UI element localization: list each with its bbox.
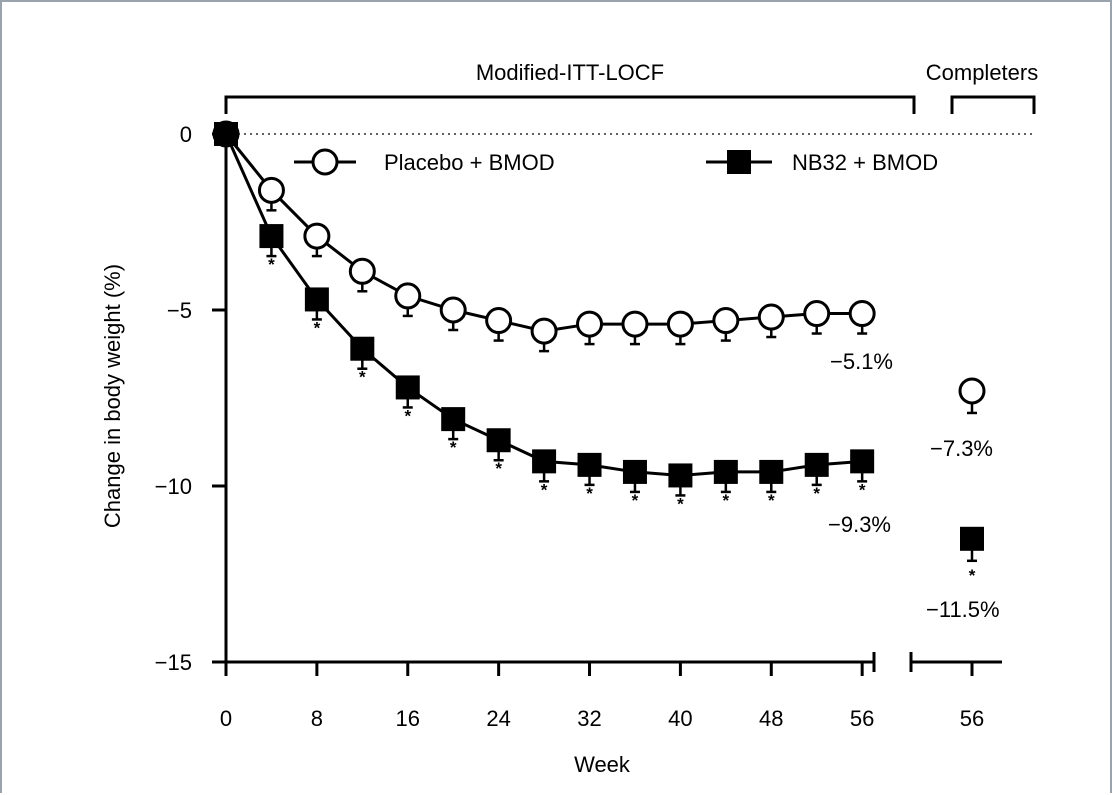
- placebo-point: [439, 296, 467, 324]
- significance-marker: *: [586, 484, 593, 503]
- placebo-point: [757, 303, 785, 331]
- nb32-point: [850, 449, 875, 474]
- nb32-point: [622, 459, 647, 484]
- x-tick-label: 48: [759, 706, 783, 731]
- x-axis-label: Week: [574, 752, 631, 777]
- y-tick-label: 0: [180, 122, 192, 147]
- nb32-point: [395, 375, 420, 400]
- significance-marker: *: [969, 566, 976, 585]
- x-tick-label-completers: 56: [960, 706, 984, 731]
- y-tick-label: −10: [155, 474, 192, 499]
- x-tick-label: 16: [396, 706, 420, 731]
- placebo-point: [803, 300, 831, 328]
- itt-section-label: Modified-ITT-LOCF: [476, 60, 664, 85]
- legend-placebo-marker: [311, 148, 339, 176]
- nb32-point: [304, 287, 329, 312]
- legend-nb32-label: NB32 + BMOD: [792, 150, 938, 175]
- completers-section-label: Completers: [926, 60, 1038, 85]
- significance-marker: *: [450, 438, 457, 457]
- significance-marker: *: [768, 491, 775, 510]
- y-tick-label: −5: [167, 298, 192, 323]
- nb32-point: [804, 452, 829, 477]
- itt-bracket: [224, 95, 916, 114]
- nb32-point: [441, 407, 466, 432]
- placebo-point: [712, 307, 740, 335]
- placebo-point: [303, 222, 331, 250]
- placebo-point: [485, 307, 513, 335]
- x-tick-label: 56: [850, 706, 874, 731]
- legend-placebo-label: Placebo + BMOD: [384, 150, 555, 175]
- placebo-point: [848, 300, 876, 328]
- placebo-end-label: −5.1%: [830, 349, 893, 374]
- placebo-point: [394, 282, 422, 310]
- y-axis-label: Change in body weight (%): [100, 264, 125, 528]
- x-tick-label: 32: [577, 706, 601, 731]
- nb32-point: [259, 224, 284, 249]
- nb32-completers-label: −11.5%: [926, 597, 1000, 622]
- placebo-point: [257, 176, 285, 204]
- series-layer: * * * * * * * * * * * * * * *: [212, 120, 986, 585]
- significance-marker: *: [268, 255, 275, 274]
- placebo-completers-point: [958, 377, 986, 405]
- significance-marker: *: [859, 480, 866, 499]
- placebo-point: [576, 310, 604, 338]
- placebo-point: [348, 257, 376, 285]
- placebo-completers-label: −7.3%: [930, 436, 993, 461]
- nb32-point: [486, 428, 511, 453]
- x-tick-label: 40: [668, 706, 692, 731]
- legend: Placebo + BMOD NB32 + BMOD: [294, 148, 938, 176]
- placebo-point: [530, 317, 558, 345]
- nb32-point: [713, 459, 738, 484]
- y-tick-label: −15: [155, 650, 192, 675]
- legend-nb32-marker: [727, 150, 751, 174]
- completers-bracket: [950, 95, 1036, 114]
- placebo-point: [621, 310, 649, 338]
- nb32-point: [214, 122, 238, 146]
- significance-marker: *: [632, 491, 639, 510]
- significance-marker: *: [677, 494, 684, 513]
- x-tick-label: 0: [220, 706, 232, 731]
- significance-marker: *: [495, 459, 502, 478]
- significance-marker: *: [359, 368, 366, 387]
- nb32-point: [350, 336, 375, 361]
- significance-marker: *: [404, 406, 411, 425]
- significance-marker: *: [813, 484, 820, 503]
- nb32-point: [577, 452, 602, 477]
- significance-marker: *: [541, 480, 548, 499]
- significance-marker: *: [723, 491, 730, 510]
- nb32-point: [759, 459, 784, 484]
- significance-marker: *: [314, 318, 321, 337]
- nb32-point: [668, 463, 693, 488]
- nb32-completers-point: [960, 526, 984, 551]
- x-tick-label: 24: [486, 706, 510, 731]
- axis-ticks: 0 −5 −10 −15 0 8 16 24 32 40 48 56 56: [155, 122, 985, 731]
- placebo-point: [666, 310, 694, 338]
- nb32-point: [532, 449, 557, 474]
- x-tick-label: 8: [311, 706, 323, 731]
- nb32-end-label: −9.3%: [828, 512, 891, 537]
